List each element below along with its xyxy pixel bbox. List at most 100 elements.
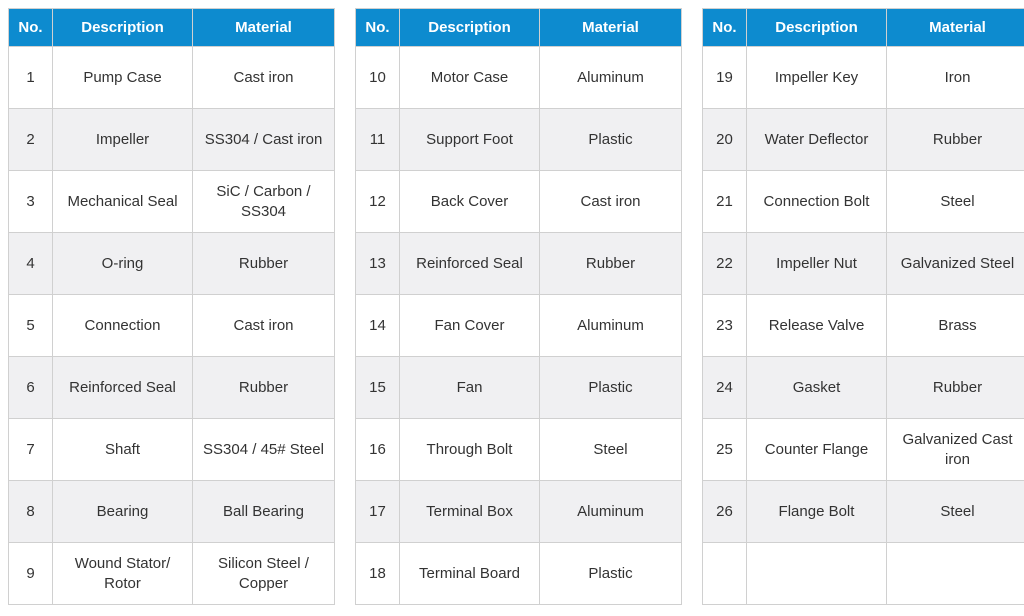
cell-material: SS304 / Cast iron <box>193 109 335 171</box>
cell-no: 4 <box>9 233 53 295</box>
col-header-material: Material <box>193 9 335 47</box>
cell-material: Rubber <box>193 357 335 419</box>
table-row: 13 Reinforced Seal Rubber <box>356 233 682 295</box>
cell-material: Silicon Steel / Copper <box>193 543 335 605</box>
cell-no: 12 <box>356 171 400 233</box>
cell-no: 2 <box>9 109 53 171</box>
cell-no: 5 <box>9 295 53 357</box>
cell-no: 26 <box>703 481 747 543</box>
cell-no: 24 <box>703 357 747 419</box>
cell-material: Galvanized Cast iron <box>887 419 1024 481</box>
table-row <box>703 543 1024 605</box>
cell-description: Connection Bolt <box>747 171 887 233</box>
cell-no: 13 <box>356 233 400 295</box>
cell-material: Steel <box>887 481 1024 543</box>
cell-description: Impeller Nut <box>747 233 887 295</box>
cell-description: Gasket <box>747 357 887 419</box>
cell-description: Shaft <box>53 419 193 481</box>
table-row: 1 Pump Case Cast iron <box>9 47 335 109</box>
table-row: 5 Connection Cast iron <box>9 295 335 357</box>
table-row: 15 Fan Plastic <box>356 357 682 419</box>
table-row: 26 Flange Bolt Steel <box>703 481 1024 543</box>
table-row: 14 Fan Cover Aluminum <box>356 295 682 357</box>
col-header-no: No. <box>356 9 400 47</box>
table-row: 2 Impeller SS304 / Cast iron <box>9 109 335 171</box>
cell-no: 6 <box>9 357 53 419</box>
table-row: 25 Counter Flange Galvanized Cast iron <box>703 419 1024 481</box>
table-row: 12 Back Cover Cast iron <box>356 171 682 233</box>
cell-no: 17 <box>356 481 400 543</box>
cell-material: Cast iron <box>193 295 335 357</box>
cell-material: Aluminum <box>540 47 682 109</box>
cell-material: Galvanized Steel <box>887 233 1024 295</box>
table-row: 17 Terminal Box Aluminum <box>356 481 682 543</box>
cell-no: 3 <box>9 171 53 233</box>
cell-no: 25 <box>703 419 747 481</box>
table-row: 24 Gasket Rubber <box>703 357 1024 419</box>
cell-no <box>703 543 747 605</box>
table-row: 9 Wound Stator/ Rotor Silicon Steel / Co… <box>9 543 335 605</box>
cell-material: Plastic <box>540 543 682 605</box>
cell-description: Reinforced Seal <box>53 357 193 419</box>
table-row: 16 Through Bolt Steel <box>356 419 682 481</box>
parts-tables-container: No. Description Material 1 Pump Case Cas… <box>8 8 1016 605</box>
table-row: 7 Shaft SS304 / 45# Steel <box>9 419 335 481</box>
cell-no: 23 <box>703 295 747 357</box>
table-row: 20 Water Deflector Rubber <box>703 109 1024 171</box>
cell-material: Cast iron <box>540 171 682 233</box>
cell-material: Rubber <box>887 109 1024 171</box>
cell-description: Support Foot <box>400 109 540 171</box>
cell-no: 8 <box>9 481 53 543</box>
cell-material: SiC / Carbon / SS304 <box>193 171 335 233</box>
cell-description <box>747 543 887 605</box>
table-row: 6 Reinforced Seal Rubber <box>9 357 335 419</box>
cell-no: 14 <box>356 295 400 357</box>
cell-no: 16 <box>356 419 400 481</box>
cell-description: Pump Case <box>53 47 193 109</box>
cell-description: O-ring <box>53 233 193 295</box>
cell-material: Brass <box>887 295 1024 357</box>
cell-no: 20 <box>703 109 747 171</box>
cell-description: Release Valve <box>747 295 887 357</box>
cell-description: Terminal Board <box>400 543 540 605</box>
cell-material: Iron <box>887 47 1024 109</box>
cell-no: 7 <box>9 419 53 481</box>
cell-material: Plastic <box>540 109 682 171</box>
cell-description: Fan Cover <box>400 295 540 357</box>
cell-description: Motor Case <box>400 47 540 109</box>
cell-description: Reinforced Seal <box>400 233 540 295</box>
table-row: 23 Release Valve Brass <box>703 295 1024 357</box>
cell-material: Rubber <box>193 233 335 295</box>
cell-description: Flange Bolt <box>747 481 887 543</box>
table-row: 8 Bearing Ball Bearing <box>9 481 335 543</box>
col-header-description: Description <box>747 9 887 47</box>
table-row: 18 Terminal Board Plastic <box>356 543 682 605</box>
table-row: 4 O-ring Rubber <box>9 233 335 295</box>
table-row: 10 Motor Case Aluminum <box>356 47 682 109</box>
cell-material: Aluminum <box>540 295 682 357</box>
cell-no: 19 <box>703 47 747 109</box>
cell-description: Wound Stator/ Rotor <box>53 543 193 605</box>
table-row: 22 Impeller Nut Galvanized Steel <box>703 233 1024 295</box>
cell-description: Water Deflector <box>747 109 887 171</box>
table-row: 3 Mechanical Seal SiC / Carbon / SS304 <box>9 171 335 233</box>
cell-material: Steel <box>887 171 1024 233</box>
cell-description: Terminal Box <box>400 481 540 543</box>
col-header-material: Material <box>540 9 682 47</box>
cell-no: 21 <box>703 171 747 233</box>
cell-material: Rubber <box>887 357 1024 419</box>
col-header-material: Material <box>887 9 1024 47</box>
col-header-no: No. <box>9 9 53 47</box>
cell-no: 18 <box>356 543 400 605</box>
cell-description: Impeller <box>53 109 193 171</box>
cell-material <box>887 543 1024 605</box>
parts-table-1: No. Description Material 1 Pump Case Cas… <box>8 8 335 605</box>
table-row: 21 Connection Bolt Steel <box>703 171 1024 233</box>
cell-description: Bearing <box>53 481 193 543</box>
cell-no: 1 <box>9 47 53 109</box>
cell-material: Cast iron <box>193 47 335 109</box>
cell-description: Fan <box>400 357 540 419</box>
cell-description: Through Bolt <box>400 419 540 481</box>
table-row: 19 Impeller Key Iron <box>703 47 1024 109</box>
cell-description: Mechanical Seal <box>53 171 193 233</box>
